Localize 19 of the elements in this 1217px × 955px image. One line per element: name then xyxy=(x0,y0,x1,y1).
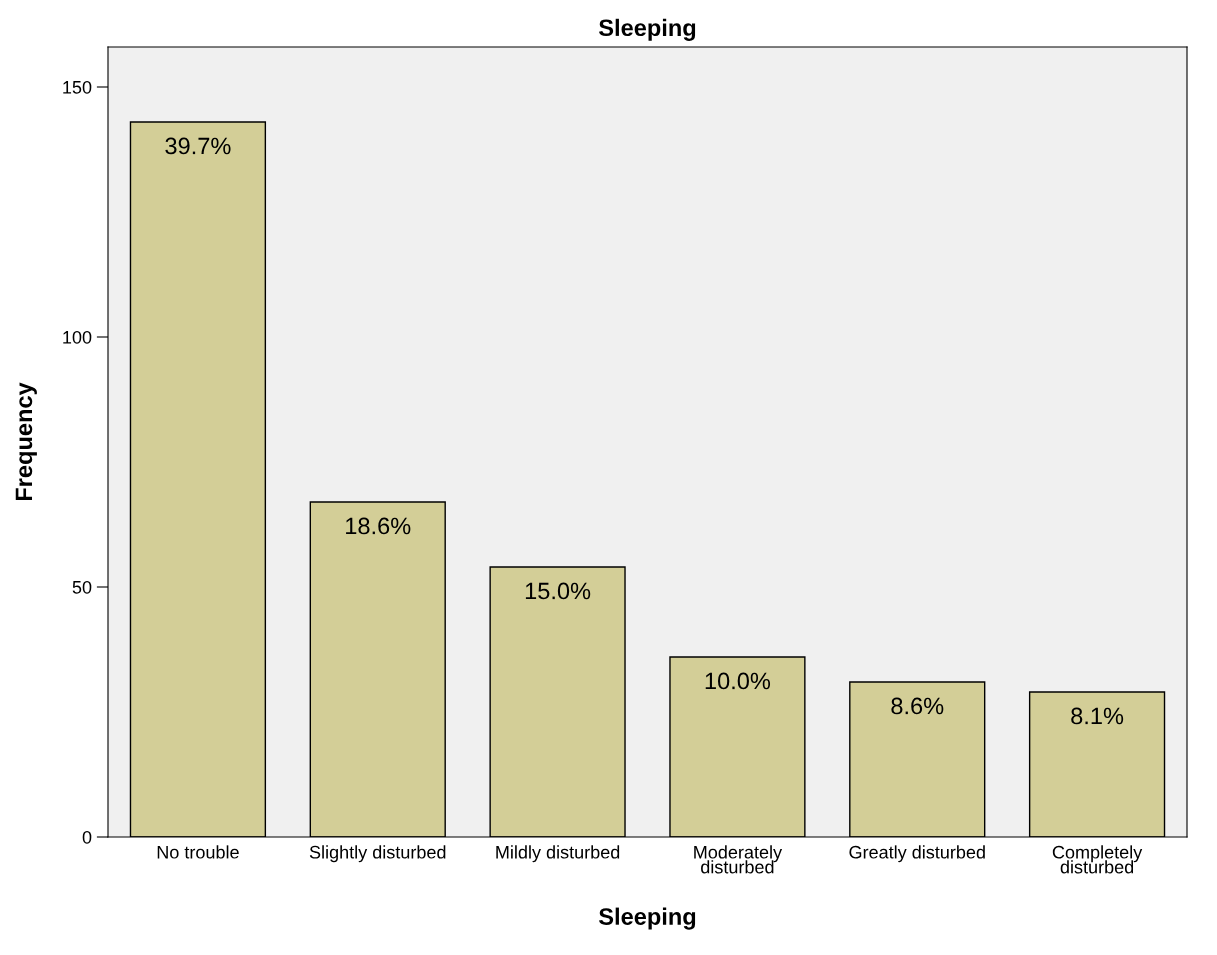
y-tick-label: 150 xyxy=(63,80,92,94)
x-tick-label: Completely disturbed xyxy=(1052,845,1143,874)
x-tick-label: Greatly disturbed xyxy=(849,845,985,863)
annotation: 8.1% xyxy=(1071,707,1124,725)
x-tick-label: Moderately disturbed xyxy=(694,845,783,874)
x-tick-label: Slightly disturbed xyxy=(309,845,446,863)
y-tick-label: 50 xyxy=(72,580,92,594)
y-tick-label: 100 xyxy=(63,330,92,344)
x-tick-label: No trouble xyxy=(157,845,239,859)
chart-title: Sleeping xyxy=(598,18,696,41)
annotation: 8.6% xyxy=(891,697,944,715)
x-axis-title: Sleeping xyxy=(598,907,696,930)
y-axis-title: Frequency xyxy=(15,382,37,501)
x-tick-label: Mildly disturbed xyxy=(496,845,620,863)
annotation: 10.0% xyxy=(705,672,771,690)
annotation: 39.7% xyxy=(165,137,231,155)
y-tick-label: 0 xyxy=(82,830,92,844)
annotation: 15.0% xyxy=(525,582,591,600)
annotation: 18.6% xyxy=(346,517,411,535)
